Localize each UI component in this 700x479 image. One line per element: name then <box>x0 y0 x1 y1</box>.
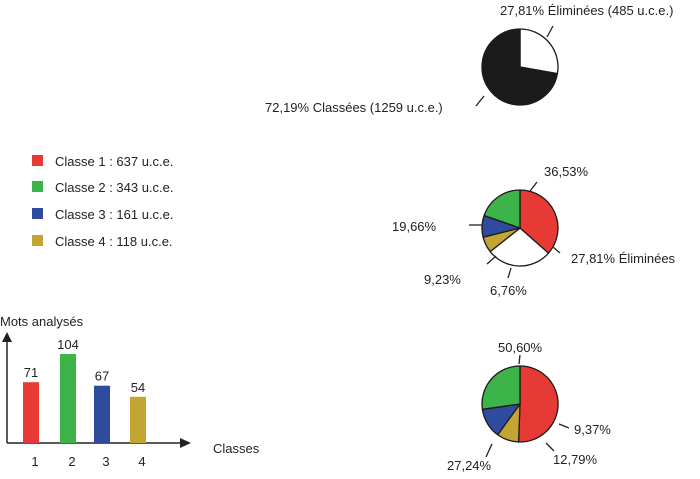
pie-label-classe-4: 6,76% <box>490 283 527 298</box>
pie-label-classe-3: 9,23% <box>424 272 461 287</box>
pie-label-eliminees: 27,81% Éliminées (485 u.c.e.) <box>500 3 673 18</box>
pie-slice-eliminees <box>519 28 559 75</box>
bar-value-label: 104 <box>57 337 79 352</box>
pie-slice-classees <box>481 28 559 106</box>
legend-label-classe-1: Classe 1 : 637 u.c.e. <box>55 154 174 169</box>
x-tick-label: 2 <box>68 454 75 469</box>
pie-label-classe-2: 19,66% <box>392 219 437 234</box>
leader-line <box>507 267 512 279</box>
legend-swatch-classe-4 <box>32 235 43 246</box>
bar-classe-2 <box>60 354 76 443</box>
y-axis-arrow <box>2 332 12 342</box>
legend-swatch-classe-2 <box>32 181 43 192</box>
legend-label-classe-3: Classe 3 : 161 u.c.e. <box>55 207 174 222</box>
leader-line <box>475 95 485 107</box>
bar-value-label: 67 <box>95 369 109 384</box>
bar-classe-4 <box>130 396 146 443</box>
legend: Classe 1 : 637 u.c.e. Classe 2 : 343 u.c… <box>32 154 174 249</box>
leader-line <box>545 442 555 452</box>
leader-line <box>485 443 493 458</box>
bar-chart-xlabel: Classes <box>213 441 260 456</box>
legend-label-classe-4: Classe 4 : 118 u.c.e. <box>55 234 173 249</box>
bar-chart-ylabel: Mots analysés <box>0 314 84 329</box>
pie-label-classe-4: 9,37% <box>574 422 611 437</box>
pie-classes-only: 50,60% 9,37% 12,79% 27,24% <box>447 340 611 473</box>
leader-line <box>518 354 521 365</box>
pie-classees-eliminees: 27,81% Éliminées (485 u.c.e.) 72,19% Cla… <box>265 3 673 115</box>
pie-slice-classe-2 <box>483 189 521 229</box>
bar-classe-1 <box>23 382 39 443</box>
leader-line <box>552 246 561 254</box>
pie-slice-classe-2 <box>481 365 521 410</box>
leader-line <box>529 181 538 192</box>
pie-slice-eliminees <box>489 227 550 267</box>
pie-label-classe-1: 50,60% <box>498 340 543 355</box>
leader-line <box>546 25 554 38</box>
bar-value-label: 71 <box>24 365 38 380</box>
x-axis-arrow <box>180 438 191 448</box>
pie-label-classe-1: 36,53% <box>544 164 589 179</box>
bar-classe-3 <box>94 385 110 443</box>
bar-value-label: 54 <box>131 380 145 395</box>
bar-chart: Mots analysés Classes 71 104 67 54 1 2 3… <box>0 314 260 469</box>
x-tick-label: 3 <box>102 454 109 469</box>
pie-slice-classe-1 <box>517 365 559 443</box>
pie-slice-classe-1 <box>519 189 559 254</box>
legend-swatch-classe-1 <box>32 155 43 166</box>
pie-label-classe-2: 27,24% <box>447 458 492 473</box>
pie-label-eliminees: 27,81% Éliminées <box>571 251 676 266</box>
pie-classes-with-eliminees: 36,53% 27,81% Éliminées 6,76% 9,23% 19,6… <box>392 164 676 298</box>
legend-swatch-classe-3 <box>32 208 43 219</box>
pie-label-classe-3: 12,79% <box>553 452 598 467</box>
x-tick-label: 1 <box>31 454 38 469</box>
legend-label-classe-2: Classe 2 : 343 u.c.e. <box>55 180 174 195</box>
pie-label-classees: 72,19% Classées (1259 u.c.e.) <box>265 100 443 115</box>
leader-line <box>558 423 570 429</box>
leader-line <box>486 255 497 265</box>
x-tick-label: 4 <box>138 454 145 469</box>
